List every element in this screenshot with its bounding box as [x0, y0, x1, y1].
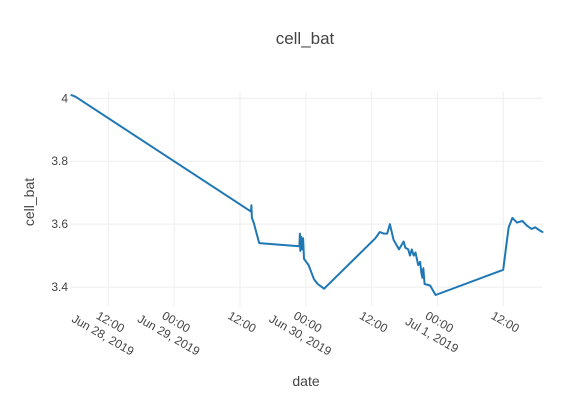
series-layer: [70, 94, 544, 296]
y-tick-label: 3.8: [51, 154, 68, 168]
x-tick-label-line: 12:00: [357, 308, 390, 335]
x-tick-label: 12:00: [357, 308, 390, 335]
x-tick-label-line: 12:00: [489, 308, 522, 335]
x-tick-label: 12:00: [489, 308, 522, 335]
y-tick-label: 3.4: [51, 280, 68, 294]
y-tick-labels: 3.4 3.6 3.8 4: [51, 91, 68, 294]
x-gridlines: [107, 92, 504, 306]
chart-title: cell_bat: [276, 29, 335, 48]
y-tick-label: 4: [61, 91, 68, 105]
y-axis-title: cell_bat: [21, 178, 37, 226]
y-tick-label: 3.6: [51, 217, 68, 231]
x-axis-title: date: [292, 373, 319, 389]
series-line: [70, 94, 544, 296]
x-tick-label: 12:00: [226, 308, 259, 335]
x-tick-label-line: 12:00: [226, 308, 259, 335]
y-gridlines: [70, 97, 543, 288]
